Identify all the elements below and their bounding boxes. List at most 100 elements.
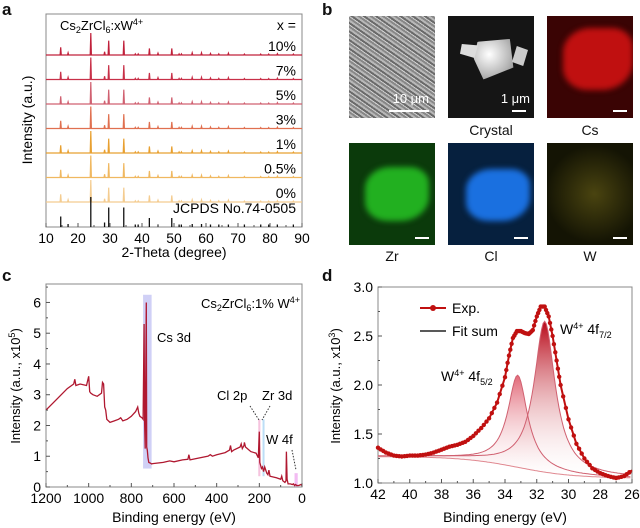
annotation-4f72: W4+ 4f7/2 — [560, 321, 612, 340]
exp-point — [457, 441, 463, 446]
exp-point — [441, 446, 447, 451]
exp-point — [520, 329, 525, 334]
y-tick-label: 2.5 — [354, 328, 374, 344]
highlight-cl-2p — [258, 419, 261, 477]
exp-point — [506, 353, 512, 358]
scale-bar — [613, 237, 627, 239]
exp-point — [486, 416, 492, 421]
exp-point — [568, 425, 574, 430]
exp-point — [547, 320, 553, 326]
exp-point — [524, 331, 529, 336]
exp-point — [533, 318, 538, 324]
exp-point — [543, 307, 549, 313]
exp-point — [518, 328, 524, 334]
exp-point — [545, 310, 550, 316]
exp-point — [553, 350, 558, 355]
xps-w4f-frame — [377, 286, 633, 484]
exp-point — [426, 451, 431, 457]
x-tick-label: 34 — [497, 486, 513, 502]
exp-point — [378, 447, 383, 452]
crystal-scale-label: 1 μm — [500, 91, 530, 106]
exp-point — [481, 422, 486, 428]
leader-cl-2p — [249, 405, 260, 421]
legend-exp-marker — [430, 305, 436, 311]
reference-label: JCPDS No.74-0505 — [173, 200, 296, 216]
y-tick-label: 2 — [33, 417, 41, 433]
exp-point — [563, 405, 569, 411]
fit-sum-line — [377, 306, 633, 479]
legend-fit-label: Fit sum — [452, 323, 498, 339]
exp-point — [434, 449, 439, 454]
xrd-series-05 — [46, 155, 302, 179]
exp-point — [404, 453, 410, 459]
exp-point — [624, 472, 629, 477]
exp-point — [383, 450, 389, 455]
exp-point — [531, 323, 537, 328]
exp-point — [431, 450, 436, 455]
x-tick-label: 600 — [162, 490, 186, 506]
panel-d-letter: d — [322, 266, 333, 285]
x-tick-label: 200 — [248, 490, 272, 506]
xrd-series-0 — [46, 179, 302, 203]
xrd-series-10 — [46, 32, 302, 56]
exp-point — [407, 453, 412, 458]
exp-point — [436, 448, 442, 453]
scale-bar — [514, 237, 528, 239]
exp-line — [377, 305, 633, 480]
eds-caption-cl: Cl — [484, 248, 498, 264]
x-tick-label: 36 — [465, 486, 481, 502]
exp-point — [444, 445, 449, 450]
exp-point — [522, 330, 527, 336]
xrd-series-label: 0.5% — [264, 161, 296, 177]
xrd-series-label: 3% — [276, 112, 296, 128]
exp-point — [439, 447, 444, 452]
exp-point — [619, 474, 624, 479]
y-tick-label: 4 — [33, 356, 41, 372]
exp-point — [521, 330, 526, 335]
exp-point — [542, 304, 547, 309]
panel-a-letter: a — [2, 0, 12, 19]
eds-map-cs-blob — [563, 28, 633, 90]
exp-point — [595, 469, 600, 474]
exp-point — [386, 451, 391, 456]
exp-point — [500, 383, 505, 388]
y-tick-label: 0 — [33, 479, 41, 495]
x-tick-label: 1000 — [73, 490, 104, 506]
y-tick-label: 1 — [33, 448, 41, 464]
xrd-series-3 — [46, 106, 302, 130]
exp-point — [530, 327, 535, 333]
exp-point — [463, 439, 468, 444]
component-fill-4f72 — [378, 321, 631, 478]
xrd-series-7 — [46, 57, 302, 81]
eds-map-zr-blob — [365, 167, 429, 221]
x-tick-label: 50 — [166, 230, 182, 246]
exp-point — [627, 470, 632, 475]
exp-point — [558, 382, 563, 388]
crystal-shape-small — [460, 44, 478, 58]
scale-bar — [613, 110, 627, 112]
exp-point — [525, 331, 530, 336]
x-tick-label: 30 — [561, 486, 577, 502]
exp-point — [587, 462, 592, 468]
annotation-4f52: W4+ 4f5/2 — [441, 368, 493, 387]
xps-survey-line — [45, 302, 303, 487]
exp-point — [375, 445, 381, 450]
exp-point — [603, 473, 608, 478]
exp-point — [571, 433, 576, 438]
legend-exp-label: Exp. — [452, 300, 480, 316]
exp-point — [611, 475, 616, 480]
exp-point — [504, 367, 509, 373]
exp-point — [423, 452, 428, 457]
exp-point — [415, 453, 420, 458]
crystal-image: 1 μm — [448, 16, 534, 118]
xrd-plot-frame — [45, 13, 303, 228]
panel-b-letter: b — [322, 0, 333, 19]
y-tick-label: 5 — [33, 325, 41, 341]
exp-point — [582, 456, 587, 461]
y-tick-label: 6 — [33, 294, 41, 310]
eds-caption-zr: Zr — [385, 248, 399, 264]
exp-point — [509, 341, 514, 346]
x-tick-label: 60 — [198, 230, 214, 246]
highlight-cs-3d — [143, 294, 152, 469]
